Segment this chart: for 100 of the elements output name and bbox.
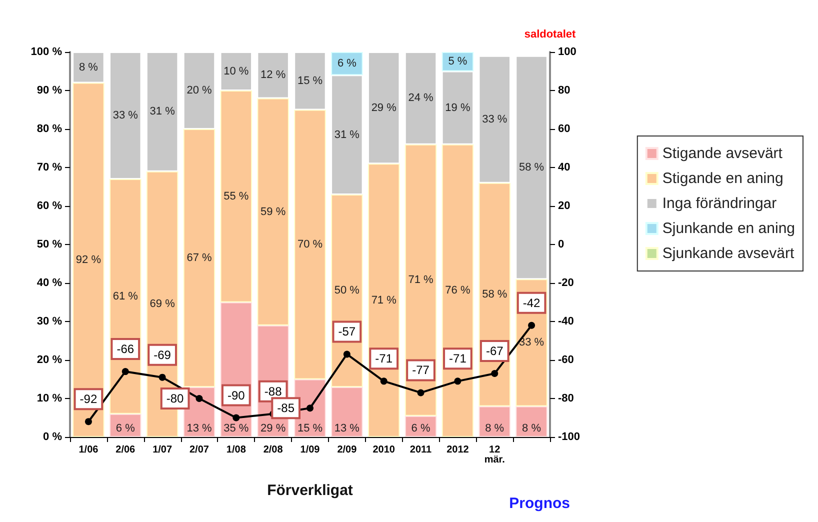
bar bbox=[220, 90, 252, 302]
y-tick-label: 50 % bbox=[36, 238, 62, 250]
data-label: 8 % bbox=[485, 422, 504, 434]
data-label: 35 % bbox=[224, 422, 249, 434]
bar bbox=[294, 52, 326, 110]
legend-label: Inga förändringar bbox=[662, 195, 777, 212]
text: Prognos bbox=[509, 495, 570, 512]
point bbox=[380, 378, 388, 385]
data-label: 69 % bbox=[150, 298, 176, 310]
x-tick-label: 1/06 bbox=[78, 444, 99, 456]
y-tick-label: 20 % bbox=[36, 354, 62, 366]
bar bbox=[146, 52, 178, 172]
x-tick-label: 2/08 bbox=[263, 444, 284, 456]
y2-tick-label: 60 bbox=[558, 123, 570, 135]
point bbox=[454, 378, 462, 385]
point bbox=[158, 374, 166, 381]
x-tick-label: 1/09 bbox=[300, 444, 320, 456]
y2-tick-label: -80 bbox=[558, 392, 574, 404]
data-label: 67 % bbox=[186, 252, 212, 264]
data-label: -85 bbox=[277, 401, 295, 416]
legend-label: Stigande avsevärt bbox=[662, 145, 784, 162]
bar bbox=[331, 386, 363, 437]
data-label: 92 % bbox=[76, 254, 102, 266]
bar bbox=[220, 52, 252, 90]
data-label: 76 % bbox=[445, 284, 470, 297]
data-label: -71 bbox=[449, 352, 467, 366]
y-tick-label: 10 % bbox=[36, 392, 62, 404]
legend-label: Sjunkande en aning bbox=[662, 220, 796, 237]
x-axis-title: Förverkligat bbox=[267, 482, 353, 499]
data-label: 10 % bbox=[224, 65, 249, 78]
bar bbox=[516, 56, 548, 280]
x-tick-label: 12 mär. bbox=[484, 444, 506, 466]
bar bbox=[404, 144, 437, 416]
data-label: 24 % bbox=[408, 92, 434, 104]
point bbox=[122, 368, 129, 376]
bar bbox=[110, 179, 142, 414]
data-label: 33 % bbox=[112, 110, 138, 122]
data-label: 15 % bbox=[297, 422, 323, 434]
bar bbox=[257, 52, 289, 98]
bar bbox=[368, 164, 400, 437]
bar bbox=[72, 52, 104, 83]
data-label: 6 % bbox=[411, 422, 430, 434]
y2-tick-label: 100 bbox=[558, 46, 576, 58]
bar bbox=[331, 75, 363, 194]
bar bbox=[183, 52, 216, 129]
y-tick-label: 40 % bbox=[36, 277, 62, 289]
point bbox=[232, 414, 240, 422]
data-label: 31 % bbox=[150, 106, 176, 118]
data-label: 71 % bbox=[408, 274, 434, 286]
bar bbox=[183, 129, 216, 387]
data-label: -90 bbox=[227, 388, 246, 402]
y2-tick-label: 0 bbox=[558, 238, 564, 250]
point bbox=[343, 350, 350, 358]
data-label: 58 % bbox=[519, 162, 544, 174]
data-label: 31 % bbox=[334, 128, 360, 141]
legend-label: Sjunkande avsevärt bbox=[662, 245, 795, 262]
data-label: 20 % bbox=[186, 84, 212, 96]
point bbox=[417, 389, 424, 396]
y2-tick-label: 20 bbox=[558, 200, 570, 212]
data-label: 5 % bbox=[448, 56, 468, 68]
bar bbox=[110, 52, 142, 180]
bar bbox=[404, 52, 437, 144]
data-label: -80 bbox=[166, 392, 184, 406]
data-label: -67 bbox=[486, 344, 504, 358]
data-label: 15 % bbox=[297, 74, 323, 87]
y-tick-label: 100 % bbox=[30, 46, 62, 58]
data-label: 55 % bbox=[224, 190, 249, 202]
point bbox=[196, 395, 203, 402]
x-tick-label: 1/07 bbox=[152, 444, 172, 456]
point bbox=[491, 370, 498, 377]
y-tick-label: 80 % bbox=[36, 123, 62, 135]
legend-label: Stigande en aning bbox=[662, 170, 784, 187]
data-label: -42 bbox=[522, 296, 541, 310]
point bbox=[84, 418, 92, 426]
y2-tick-label: -40 bbox=[558, 316, 574, 328]
bar bbox=[442, 144, 474, 437]
y-tick-label: 90 % bbox=[36, 84, 62, 96]
y2-tick-label: -20 bbox=[558, 277, 574, 289]
data-label: -57 bbox=[338, 324, 356, 339]
data-label: 13 % bbox=[334, 422, 360, 434]
data-label: -69 bbox=[154, 348, 172, 362]
point bbox=[528, 322, 536, 329]
y-tick-label: 0 % bbox=[43, 431, 62, 443]
bar bbox=[294, 110, 326, 380]
y-tick-label: 70 % bbox=[36, 162, 62, 174]
y2-tick-label: 80 bbox=[558, 84, 570, 96]
data-label: 8 % bbox=[78, 61, 98, 74]
data-label: -92 bbox=[80, 392, 98, 406]
y2-tick-label: -100 bbox=[558, 431, 580, 443]
bar bbox=[110, 414, 142, 437]
x-tick-label: 2/06 bbox=[116, 444, 136, 456]
data-label: 70 % bbox=[297, 238, 323, 250]
data-label: 71 % bbox=[371, 294, 397, 306]
bar bbox=[368, 52, 400, 164]
y2-tick-label: 40 bbox=[558, 162, 570, 174]
data-label: 19 % bbox=[445, 102, 470, 114]
x-tick-label: 2011 bbox=[410, 444, 432, 456]
data-label: 13 % bbox=[186, 422, 212, 434]
y-tick-label: 60 % bbox=[36, 200, 62, 212]
bar bbox=[442, 71, 474, 144]
